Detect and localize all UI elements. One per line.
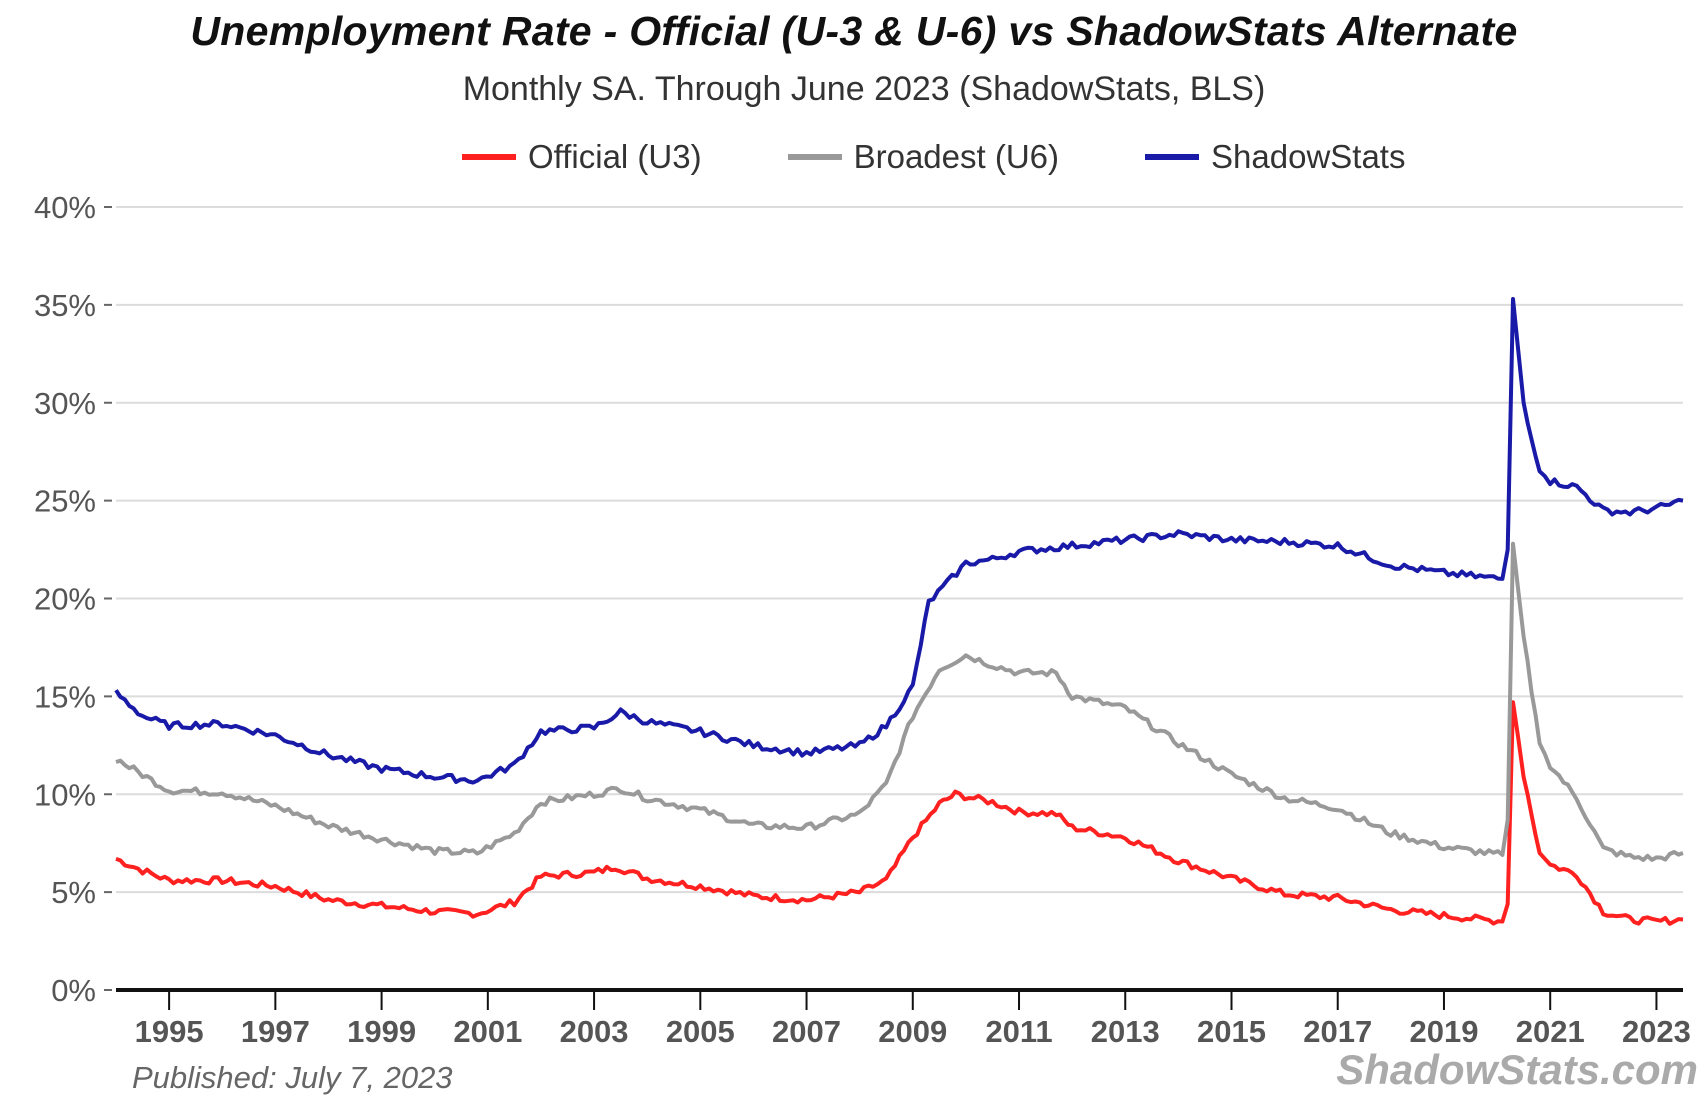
chart-title: Unemployment Rate - Official (U-3 & U-6)…: [190, 8, 1518, 54]
y-tick-label: 40%: [34, 190, 96, 225]
series-line-official-u3: [115, 700, 1684, 926]
x-tick-label: 2001: [453, 1014, 522, 1049]
legend-label-shadowstats: ShadowStats: [1211, 138, 1406, 175]
legend-swatch-u3: [462, 154, 516, 160]
legend-item-u3: Official (U3): [462, 138, 702, 176]
legend-item-shadowstats: ShadowStats: [1145, 138, 1405, 176]
x-tick-label: 1999: [347, 1014, 416, 1049]
x-tick-label: 2023: [1622, 1014, 1691, 1049]
x-tick-label: 1995: [135, 1014, 204, 1049]
series-line-shadowstats: [114, 297, 1684, 785]
x-tick-label: 1997: [241, 1014, 310, 1049]
brand-watermark: ShadowStats.com: [1336, 1046, 1698, 1093]
y-tick-label: 25%: [34, 484, 96, 519]
legend-label-u6: Broadest (U6): [853, 138, 1060, 175]
y-tick-label: 20%: [34, 582, 96, 617]
y-tick-label: 0%: [51, 973, 96, 1008]
x-tick-label: 2015: [1197, 1014, 1266, 1049]
chart-subtitle: Monthly SA. Through June 2023 (ShadowSta…: [462, 70, 1266, 108]
legend-swatch-shadowstats: [1145, 154, 1200, 160]
x-tick-label: 2019: [1409, 1014, 1478, 1049]
x-tick-label: 2005: [666, 1014, 735, 1049]
x-tick-label: 2011: [985, 1014, 1052, 1049]
y-tick-label: 15%: [34, 679, 96, 714]
legend: Official (U3) Broadest (U6) ShadowStats: [462, 138, 1491, 176]
x-tick-label: 2021: [1516, 1014, 1585, 1049]
series-line-broadest-u6: [115, 541, 1684, 862]
y-tick-label: 35%: [34, 288, 96, 323]
x-tick-label: 2007: [772, 1014, 841, 1049]
published-date: Published: July 7, 2023: [132, 1060, 453, 1095]
x-tick-label: 2003: [560, 1014, 629, 1049]
y-tick-label: 30%: [34, 386, 96, 421]
y-tick-label: 10%: [34, 777, 96, 812]
x-tick-label: 2013: [1091, 1014, 1160, 1049]
x-tick-label: 2009: [878, 1014, 947, 1049]
legend-item-u6: Broadest (U6): [787, 138, 1060, 176]
x-tick-label: 2017: [1303, 1014, 1372, 1049]
y-tick-label: 5%: [51, 875, 96, 910]
legend-swatch-u6: [787, 154, 842, 160]
legend-label-u3: Official (U3): [528, 138, 702, 175]
